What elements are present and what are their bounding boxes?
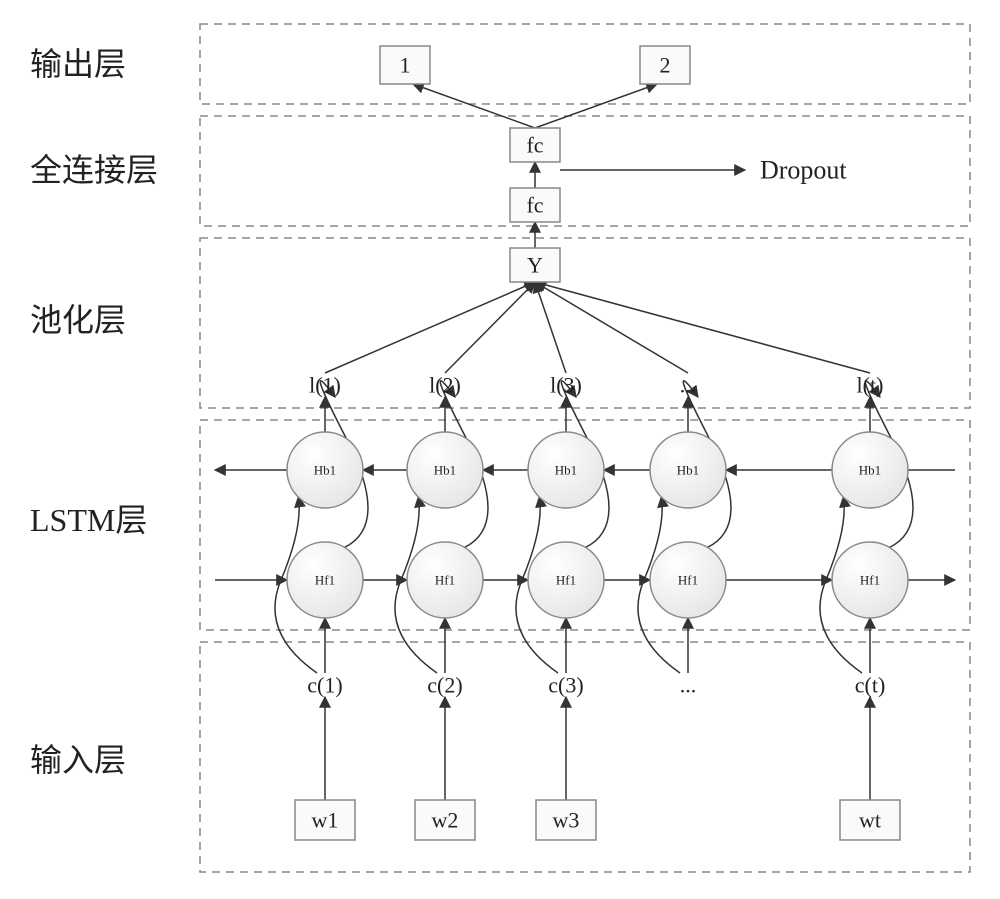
svg-text:Hb1: Hb1: [677, 463, 699, 478]
svg-text:Hf1: Hf1: [556, 573, 576, 588]
l-label-0: l(1): [309, 373, 341, 398]
layer-label-lstm: LSTM层: [30, 502, 147, 538]
l-label-4: l(t): [857, 373, 884, 398]
arrow-fc-out1: [413, 84, 535, 128]
svg-text:fc: fc: [526, 193, 543, 218]
arrow-l-y-0: [325, 282, 535, 373]
l-label-3: ...: [680, 373, 697, 398]
svg-text:Hf1: Hf1: [435, 573, 455, 588]
arrow-fc-out2: [535, 84, 657, 128]
layer-label-input: 输入层: [30, 742, 126, 778]
c-label-4: c(t): [855, 673, 886, 698]
svg-text:Hf1: Hf1: [860, 573, 880, 588]
svg-text:2: 2: [660, 53, 671, 78]
svg-text:Hb1: Hb1: [555, 463, 577, 478]
svg-text:1: 1: [400, 53, 411, 78]
svg-text:fc: fc: [526, 133, 543, 158]
svg-text:w2: w2: [432, 808, 459, 833]
svg-text:Hb1: Hb1: [434, 463, 456, 478]
svg-text:w3: w3: [553, 808, 580, 833]
dropout-label: Dropout: [760, 156, 847, 185]
arrow-l-y-2: [535, 282, 566, 373]
layer-label-output: 输出层: [30, 46, 126, 82]
c-label-2: c(3): [548, 673, 583, 698]
layer-box-output: [200, 24, 970, 104]
layer-box-fc: [200, 116, 970, 226]
layer-label-fc: 全连接层: [30, 152, 158, 188]
svg-text:Hb1: Hb1: [314, 463, 336, 478]
c-label-3: ...: [680, 673, 697, 698]
svg-text:Hf1: Hf1: [315, 573, 335, 588]
arrow-l-y-4: [535, 282, 870, 373]
svg-text:w1: w1: [312, 808, 339, 833]
arrow-l-y-1: [445, 282, 535, 373]
svg-text:wt: wt: [859, 808, 881, 833]
svg-text:Hf1: Hf1: [678, 573, 698, 588]
layer-label-pool: 池化层: [30, 302, 126, 338]
c-label-0: c(1): [307, 673, 342, 698]
svg-text:Y: Y: [527, 253, 543, 278]
svg-text:Hb1: Hb1: [859, 463, 881, 478]
l-label-2: l(3): [550, 373, 582, 398]
l-label-1: l(2): [429, 373, 461, 398]
arrow-l-y-3: [535, 282, 688, 373]
c-label-1: c(2): [427, 673, 462, 698]
